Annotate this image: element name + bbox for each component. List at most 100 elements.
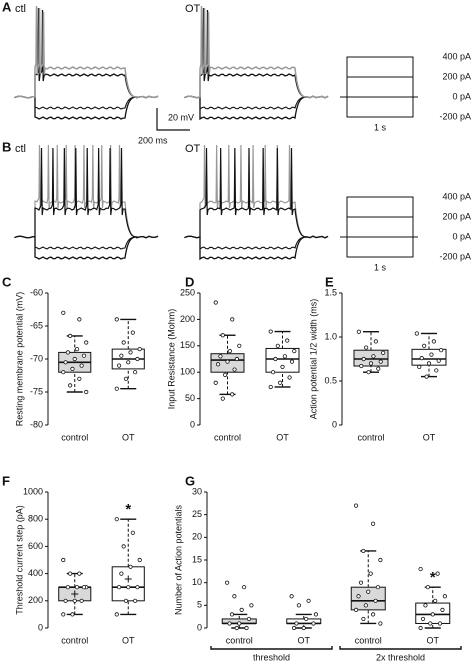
- data-point: [433, 598, 438, 603]
- data-point: [68, 333, 73, 338]
- step-label: 0 pA: [452, 231, 471, 241]
- data-point: [294, 621, 299, 626]
- data-point: [220, 333, 225, 338]
- data-point: [232, 367, 237, 372]
- data-point: [429, 352, 434, 357]
- y-tick-label: 200: [28, 595, 43, 605]
- data-point: [77, 317, 82, 322]
- data-point: [375, 585, 381, 590]
- data-point: [275, 343, 280, 348]
- x-tick-label: OT: [122, 635, 135, 645]
- data-point: [223, 372, 228, 377]
- data-point: [287, 375, 292, 380]
- data-point: [72, 598, 77, 603]
- data-point: [123, 376, 129, 381]
- x-tick-label: OT: [276, 432, 289, 442]
- panel-letter: E: [325, 274, 334, 289]
- data-point: [137, 346, 142, 352]
- data-point: [123, 598, 129, 603]
- data-point: [79, 598, 84, 603]
- y-tick-label: 25: [192, 509, 202, 519]
- y-tick-label: -65: [30, 320, 43, 330]
- data-point: [268, 384, 273, 390]
- data-point: [128, 564, 133, 569]
- step-label: 400 pA: [442, 51, 471, 61]
- data-point: [426, 361, 432, 366]
- data-point: [220, 396, 225, 401]
- y-tick-label: 0.5: [324, 375, 337, 385]
- data-point: [436, 358, 441, 363]
- data-point: [135, 585, 140, 590]
- data-point: [418, 566, 423, 572]
- data-point: [249, 603, 254, 608]
- mean-marker: [124, 575, 132, 583]
- data-point: [440, 607, 445, 612]
- panel-letter: A: [2, 0, 12, 14]
- y-tick-label: -60: [30, 287, 43, 297]
- data-point: [376, 366, 381, 371]
- y-tick-label: 5: [197, 600, 202, 610]
- data-point: [313, 612, 318, 617]
- data-point: [289, 594, 294, 599]
- y-tick-label: -75: [30, 386, 43, 396]
- x-tick-label: control: [357, 432, 384, 442]
- y-tick-label: 400: [28, 568, 43, 578]
- y-tick-label: 0: [332, 419, 337, 429]
- panel-letter: B: [2, 139, 11, 154]
- y-tick-label: 1.5: [324, 287, 337, 297]
- trace: [184, 235, 329, 261]
- data-point: [291, 625, 297, 631]
- data-point: [84, 389, 89, 395]
- data-point: [68, 383, 73, 388]
- data-point: [285, 338, 290, 343]
- data-point: [354, 607, 359, 612]
- data-point: [378, 359, 383, 364]
- data-point: [282, 354, 287, 359]
- data-point: [439, 348, 444, 353]
- data-point: [63, 360, 68, 365]
- data-point: [278, 380, 283, 385]
- significance: *: [125, 501, 131, 518]
- data-point: [213, 380, 218, 385]
- protocol-box: [346, 56, 414, 118]
- data-point: [232, 594, 237, 599]
- group-bracket: [339, 646, 462, 650]
- data-point: [65, 585, 70, 590]
- x-tick-label: OT: [298, 635, 311, 645]
- data-point: [422, 343, 427, 348]
- data-point: [371, 521, 376, 526]
- data-point: [437, 621, 443, 626]
- data-point: [114, 386, 119, 391]
- data-point: [366, 370, 371, 375]
- data-point: [72, 356, 77, 362]
- data-point: [442, 594, 447, 599]
- y-tick-label: 10: [192, 577, 202, 587]
- data-point: [213, 300, 218, 305]
- data-point: [133, 370, 138, 375]
- data-point: [116, 363, 122, 368]
- data-point: [270, 370, 276, 375]
- data-point: [237, 343, 242, 348]
- data-point: [61, 557, 66, 563]
- data-point: [371, 354, 376, 359]
- data-point: [431, 339, 436, 344]
- data-point: [114, 612, 119, 617]
- data-point: [61, 370, 66, 375]
- y-axis-label: Number of Action potentials: [173, 504, 183, 615]
- data-point: [227, 621, 232, 626]
- data-point: [133, 598, 138, 603]
- data-point: [70, 612, 75, 617]
- group-bracket: [210, 646, 333, 650]
- trace: [184, 95, 329, 121]
- data-point: [268, 329, 273, 334]
- y-tick-label: 30: [192, 486, 202, 496]
- step-label: 0 pA: [452, 91, 471, 101]
- trace: [14, 144, 159, 239]
- data-point: [114, 517, 119, 522]
- x-tick-label: OT: [427, 635, 440, 645]
- data-point: [306, 598, 311, 603]
- data-point: [126, 585, 131, 590]
- data-point: [356, 329, 361, 334]
- trace: [14, 5, 159, 99]
